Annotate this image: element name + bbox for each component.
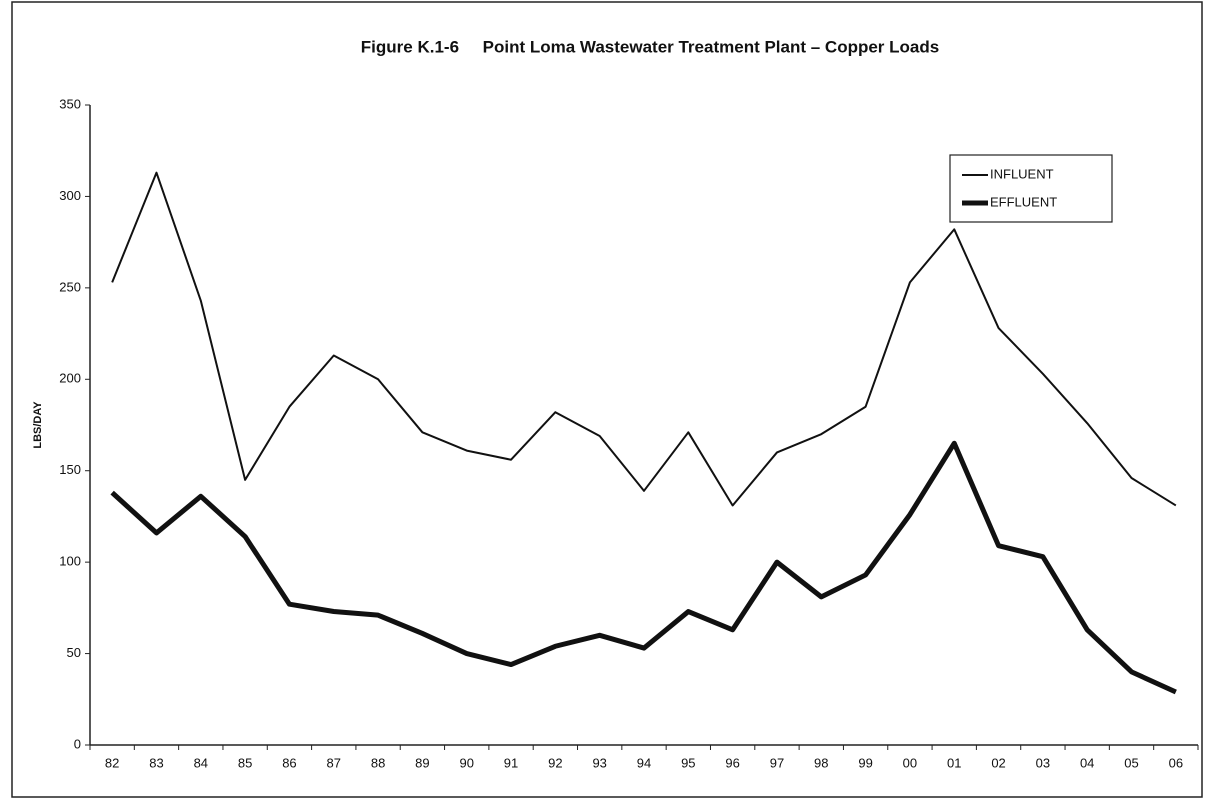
frame	[11, 1, 1203, 798]
y-tick-label: 200	[59, 371, 81, 386]
x-tick-label: 99	[858, 755, 872, 770]
x-tick-label: 88	[371, 755, 385, 770]
y-tick-label: 50	[67, 645, 81, 660]
x-tick-label: 06	[1169, 755, 1183, 770]
x-tick-label: 03	[1036, 755, 1050, 770]
y-tick-label: 300	[59, 188, 81, 203]
x-tick-label: 83	[149, 755, 163, 770]
x-tick-label: 00	[903, 755, 917, 770]
x-tick-label: 02	[991, 755, 1005, 770]
x-tick-label: 95	[681, 755, 695, 770]
y-tick-label: 350	[59, 96, 81, 111]
y-axis-label: LBS/DAY	[32, 401, 44, 449]
series-line	[111, 171, 1177, 507]
legend-label: EFFLUENT	[990, 194, 1057, 209]
chart-title: Figure K.1-6 Point Loma Wastewater Treat…	[361, 37, 939, 56]
x-tick-label: 97	[770, 755, 784, 770]
x-tick-label: 82	[105, 755, 119, 770]
x-tick-label: 91	[504, 755, 518, 770]
x-tick-label: 90	[459, 755, 473, 770]
x-tick-label: 96	[725, 755, 739, 770]
y-tick-label: 250	[59, 279, 81, 294]
x-tick-label: 86	[282, 755, 296, 770]
x-tick-label: 04	[1080, 755, 1094, 770]
x-tick-label: 84	[194, 755, 208, 770]
x-tick-label: 98	[814, 755, 828, 770]
x-tick-label: 87	[327, 755, 341, 770]
y-tick-label: 150	[59, 462, 81, 477]
x-tick-label: 85	[238, 755, 252, 770]
legend-label: INFLUENT	[990, 166, 1054, 181]
y-tick-label: 100	[59, 554, 81, 569]
legend-box	[949, 154, 1113, 223]
x-tick-label: 01	[947, 755, 961, 770]
x-tick-label: 89	[415, 755, 429, 770]
x-tick-label: 93	[592, 755, 606, 770]
series-line	[110, 440, 1177, 695]
x-tick-label: 92	[548, 755, 562, 770]
x-tick-label: 94	[637, 755, 651, 770]
y-tick-label: 0	[74, 736, 81, 751]
x-tick-label: 05	[1124, 755, 1138, 770]
